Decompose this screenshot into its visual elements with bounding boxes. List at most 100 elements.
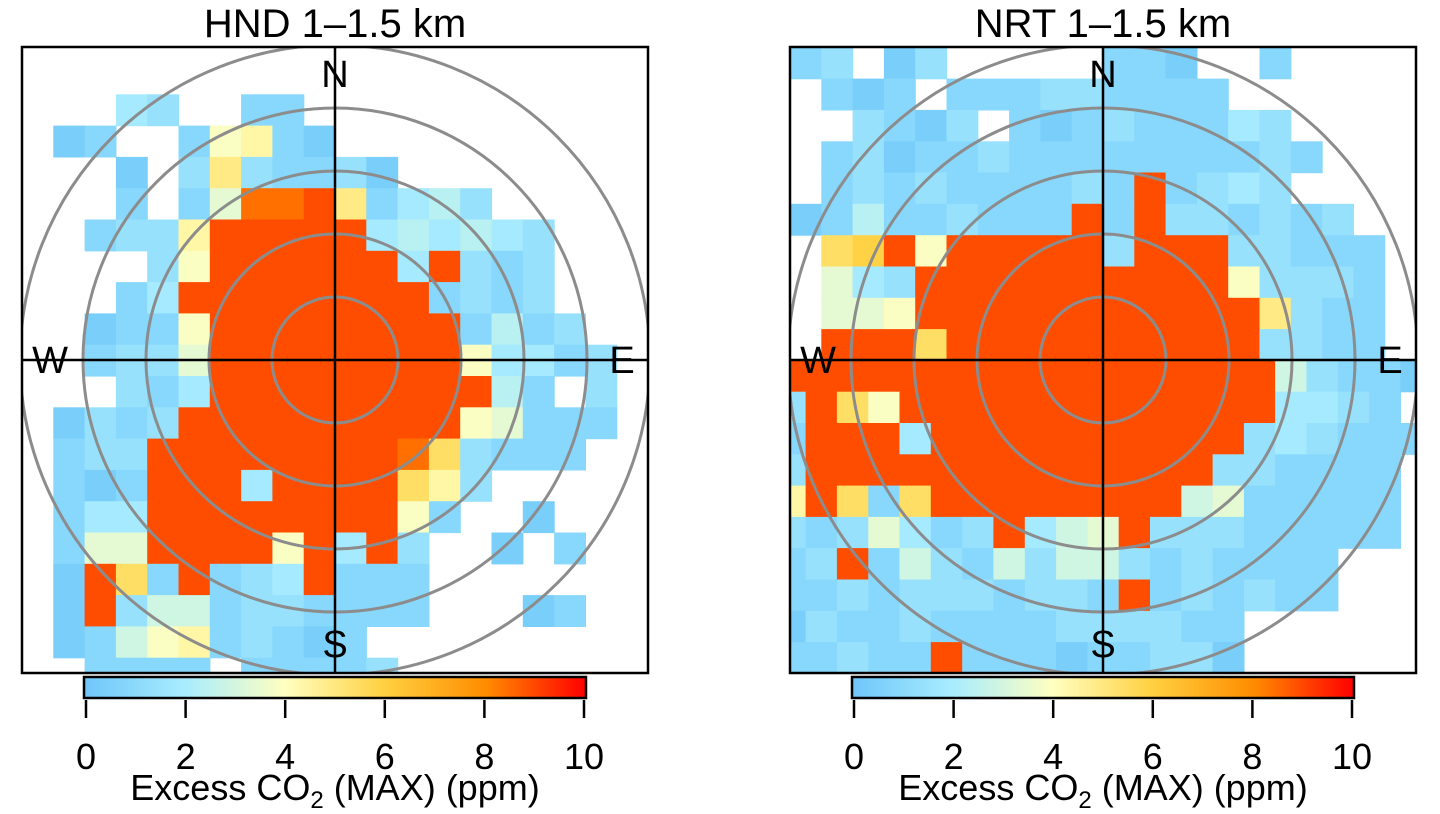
heatmap-cell <box>366 219 399 252</box>
heatmap-cell <box>1118 485 1151 518</box>
heatmap-cell <box>428 438 461 471</box>
heatmap-cell <box>899 610 932 643</box>
heatmap-cell <box>899 642 932 673</box>
heatmap-cell <box>805 423 838 455</box>
heatmap-cell <box>1071 203 1104 236</box>
heatmap-cell <box>1290 203 1323 236</box>
heatmap-cell <box>115 438 148 471</box>
heatmap-cell <box>1243 516 1276 549</box>
heatmap-cell <box>836 579 869 612</box>
heatmap-cell <box>335 313 367 346</box>
heatmap-cell <box>366 188 399 221</box>
heatmap-cell <box>821 141 854 174</box>
compass-north-label: N <box>1089 54 1116 96</box>
heatmap-cell <box>178 188 211 221</box>
heatmap-cell <box>1071 78 1104 111</box>
colorbar-label-text: Excess CO <box>898 767 1078 808</box>
heatmap-cell <box>147 219 180 252</box>
heatmap-cell <box>915 141 948 174</box>
heatmap-cell <box>930 360 963 393</box>
colorbar-label-subscript: 2 <box>1078 787 1091 814</box>
heatmap-cell <box>554 313 586 346</box>
heatmap-cell <box>1322 203 1354 236</box>
heatmap-cell <box>178 532 211 565</box>
heatmap-cell <box>1275 548 1307 580</box>
heatmap-cell <box>335 626 367 659</box>
heatmap-cell <box>883 78 916 111</box>
heatmap-cell <box>930 391 963 424</box>
heatmap-cell <box>1290 266 1323 299</box>
heatmap-cell <box>1118 642 1151 673</box>
heatmap-cell <box>1103 235 1135 268</box>
heatmap-cell <box>272 469 305 502</box>
heatmap-cell <box>397 250 430 283</box>
heatmap-cell <box>977 203 1010 236</box>
heatmap-cell <box>115 219 148 252</box>
heatmap-cell <box>1243 360 1276 393</box>
heatmap-cell <box>491 282 524 314</box>
heatmap-cell <box>852 172 885 205</box>
heatmap-cell <box>977 78 1010 111</box>
heatmap-cell <box>946 329 979 361</box>
heatmap-cell <box>335 563 367 596</box>
heatmap-cell <box>790 47 822 80</box>
heatmap-cell <box>84 626 117 659</box>
heatmap-cell <box>1040 266 1073 299</box>
heatmap-cell <box>366 250 399 283</box>
heatmap-cell <box>491 219 524 252</box>
panel-title-hnd: HND 1–1.5 km <box>203 2 467 46</box>
heatmap-cell <box>84 657 117 673</box>
heatmap-cell <box>209 250 242 283</box>
heatmap-cell <box>1134 78 1167 111</box>
heatmap-cell <box>1134 47 1167 80</box>
heatmap-cell <box>303 563 336 596</box>
heatmap-cell <box>209 469 242 502</box>
heatmap-cell <box>366 501 399 534</box>
heatmap-cell <box>1118 360 1151 393</box>
heatmap-cell <box>1009 329 1041 361</box>
heatmap-cell <box>1165 329 1198 361</box>
heatmap-cell <box>821 78 854 111</box>
heatmap-cell <box>303 125 336 158</box>
heatmap-cell <box>115 376 148 408</box>
colorbar-tick-label: 0 <box>76 736 96 777</box>
heatmap-cell <box>1150 610 1182 643</box>
heatmap-cell <box>930 548 963 580</box>
heatmap-cell <box>1212 548 1245 580</box>
heatmap-cell <box>790 516 807 549</box>
heatmap-cell <box>460 282 493 314</box>
heatmap-cell <box>1118 423 1151 455</box>
heatmap-cell <box>522 376 555 408</box>
heatmap-cell <box>428 469 461 502</box>
heatmap-cell <box>993 548 1026 580</box>
heatmap-cell <box>241 563 273 596</box>
heatmap-cell <box>868 642 901 673</box>
heatmap-cell <box>1337 454 1370 487</box>
heatmap-cell <box>272 626 305 659</box>
heatmap-cell <box>1024 610 1057 643</box>
colorbar <box>82 675 588 700</box>
heatmap-cell <box>1150 548 1182 580</box>
heatmap-cell <box>428 219 461 252</box>
heatmap-cell <box>366 532 399 565</box>
heatmap-cell <box>53 595 86 627</box>
heatmap-cell <box>303 657 336 673</box>
heatmap-cell <box>1228 235 1261 268</box>
heatmap-cell <box>790 548 807 580</box>
heatmap-cell <box>1150 485 1182 518</box>
heatmap-cell <box>460 250 493 283</box>
heatmap-cell <box>1212 642 1245 673</box>
heatmap-cell <box>962 454 995 487</box>
heatmap-cell <box>1196 109 1229 142</box>
colorbar-label-unit: (MAX) (ppm) <box>1092 767 1308 808</box>
heatmap-cell <box>241 219 273 252</box>
heatmap-cell <box>272 438 305 471</box>
heatmap-cell <box>1212 516 1245 549</box>
heatmap-cell <box>1056 642 1088 673</box>
colorbar-label-subscript: 2 <box>310 787 323 814</box>
heatmap-cell <box>241 626 273 659</box>
heatmap-cell <box>883 141 916 174</box>
heatmap-cell <box>209 438 242 471</box>
heatmap-cell <box>303 501 336 534</box>
heatmap-cell <box>883 172 916 205</box>
